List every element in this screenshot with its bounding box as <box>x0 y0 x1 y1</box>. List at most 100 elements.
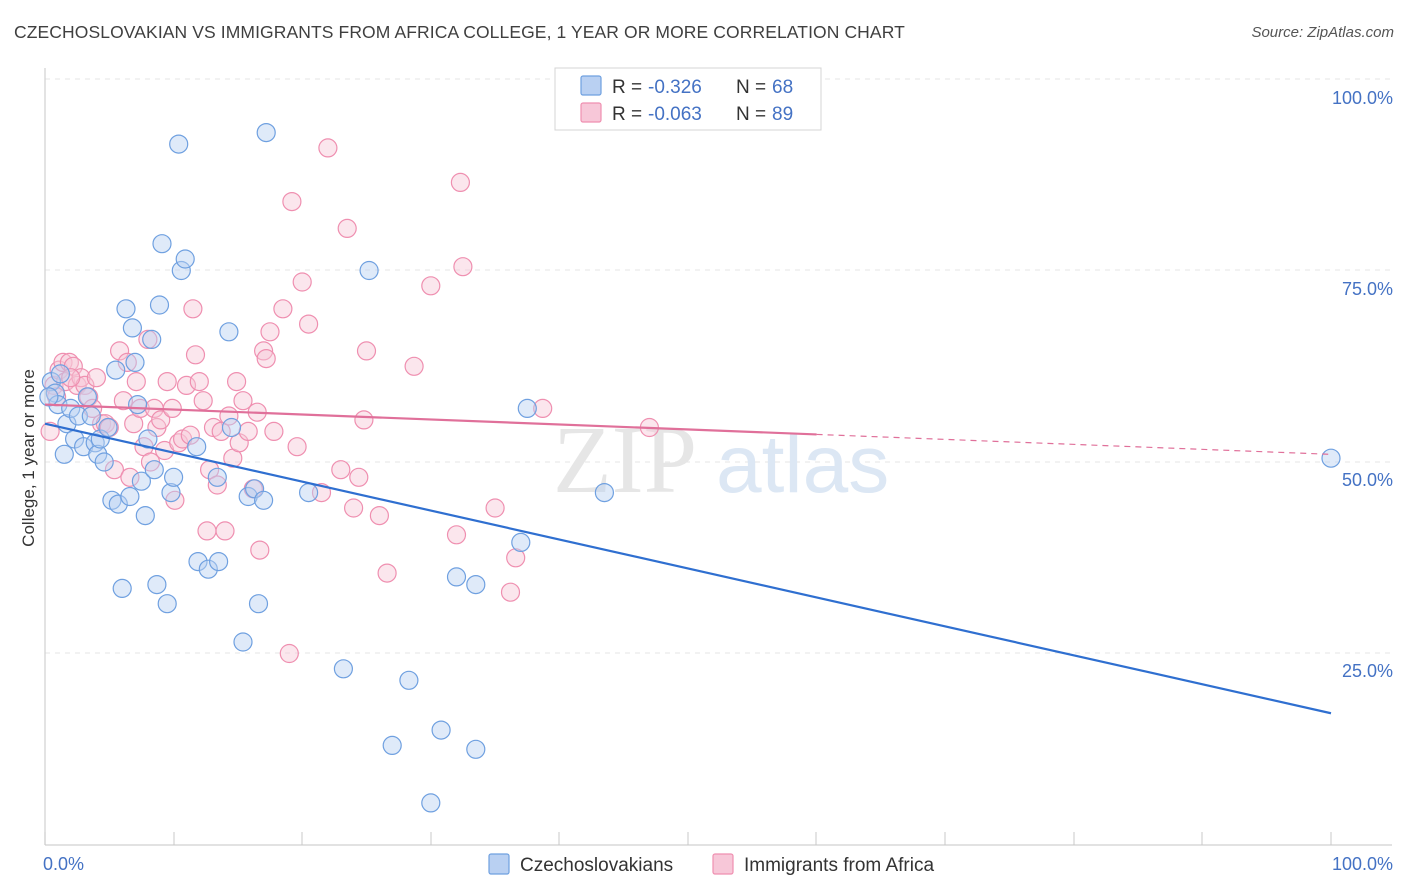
africa-point <box>318 138 338 158</box>
africa-point <box>254 341 274 361</box>
africa-point <box>264 421 284 441</box>
bottom-legend-label-africa: Immigrants from Africa <box>744 855 934 876</box>
africa-point <box>61 368 81 388</box>
czech-point <box>144 460 164 480</box>
czech-point <box>161 483 181 503</box>
africa-point <box>331 460 351 480</box>
czech-point <box>164 467 184 487</box>
africa-point <box>86 368 107 388</box>
series-legend: Czechoslovakians Immigrants from Africa <box>488 853 934 876</box>
czech-point <box>61 398 81 418</box>
czech-point <box>142 329 162 349</box>
czech-point <box>466 739 486 759</box>
legend-swatch-czech <box>580 75 602 96</box>
series-czechoslovakians <box>39 123 1341 813</box>
legend-swatch-africa <box>580 102 602 123</box>
africa-point <box>227 372 247 392</box>
czech-point <box>209 551 229 572</box>
trendline-africa-extension <box>816 433 1332 455</box>
africa-point <box>500 582 521 602</box>
africa-point <box>215 521 235 541</box>
africa-point <box>453 257 473 277</box>
czech-point <box>221 417 242 438</box>
legend-n-value-2: 89 <box>772 104 793 125</box>
czech-point <box>106 360 126 380</box>
czech-point <box>50 364 71 384</box>
africa-point <box>533 398 553 418</box>
africa-point <box>282 192 302 212</box>
africa-point <box>211 421 231 441</box>
czech-point <box>238 486 258 507</box>
czech-point <box>169 134 189 154</box>
czech-point <box>157 594 177 614</box>
czech-point <box>1321 448 1341 468</box>
africa-point <box>421 276 441 296</box>
bottom-legend-swatch-czech <box>488 853 510 875</box>
czech-point <box>333 659 353 679</box>
czech-point <box>77 387 98 407</box>
czech-point <box>88 444 108 464</box>
africa-point <box>377 563 397 583</box>
czech-point <box>254 490 274 510</box>
watermark-atlas: atlas <box>716 419 889 510</box>
x-axis-ticks <box>44 832 1332 845</box>
africa-point <box>354 410 374 430</box>
czech-point <box>138 429 158 449</box>
africa-point <box>238 421 258 441</box>
czech-point <box>131 471 151 491</box>
czech-point <box>128 395 148 415</box>
africa-point <box>197 521 217 541</box>
czech-point <box>299 483 319 503</box>
y-tick-label-100: 100.0% <box>1332 88 1393 108</box>
africa-point <box>109 341 130 361</box>
czech-point <box>39 387 59 407</box>
africa-point <box>337 218 357 238</box>
correlation-legend: R = -0.326 N = 68 R = -0.063 N = 89 <box>554 67 822 131</box>
x-tick-label-100: 100.0% <box>1332 854 1393 874</box>
legend-r-label-2: R = <box>612 104 642 125</box>
czech-point <box>120 486 140 507</box>
czech-point <box>594 483 615 503</box>
africa-point <box>189 372 209 392</box>
africa-point <box>185 345 206 365</box>
czech-point <box>446 567 467 587</box>
africa-point <box>151 410 171 430</box>
africa-point <box>279 643 299 664</box>
czech-point <box>149 295 170 315</box>
africa-point <box>506 548 526 568</box>
czech-point <box>399 670 419 690</box>
gridlines <box>45 78 1392 654</box>
africa-point <box>292 272 312 292</box>
chart-title: CZECHOSLOVAKIAN VS IMMIGRANTS FROM AFRIC… <box>14 22 905 42</box>
africa-point <box>260 322 280 342</box>
czech-point <box>116 299 136 319</box>
czech-point <box>248 594 269 614</box>
czech-point <box>188 551 208 572</box>
czech-point <box>256 123 276 143</box>
czech-point <box>54 444 74 464</box>
africa-point <box>157 372 177 392</box>
bottom-legend-label-czech: Czechoslovakians <box>520 855 673 876</box>
czech-point <box>219 322 239 342</box>
czech-point <box>85 433 105 453</box>
y-tick-label-75: 75.0% <box>1342 279 1393 299</box>
czech-point <box>108 494 128 514</box>
watermark-zip: ZIP <box>553 406 697 513</box>
trendline-czech <box>44 422 1332 715</box>
czech-point <box>152 234 172 254</box>
africa-point <box>256 349 276 369</box>
czech-point <box>81 406 101 426</box>
africa-point <box>207 475 227 495</box>
africa-point <box>356 341 377 361</box>
czech-point <box>233 632 253 652</box>
africa-point <box>485 498 505 518</box>
africa-point <box>183 299 203 319</box>
czech-point <box>135 505 155 526</box>
africa-point <box>446 525 467 545</box>
czech-point <box>198 559 218 579</box>
africa-point <box>193 391 213 411</box>
africa-point <box>104 460 125 480</box>
czech-point <box>517 398 537 418</box>
czech-point <box>466 574 486 595</box>
